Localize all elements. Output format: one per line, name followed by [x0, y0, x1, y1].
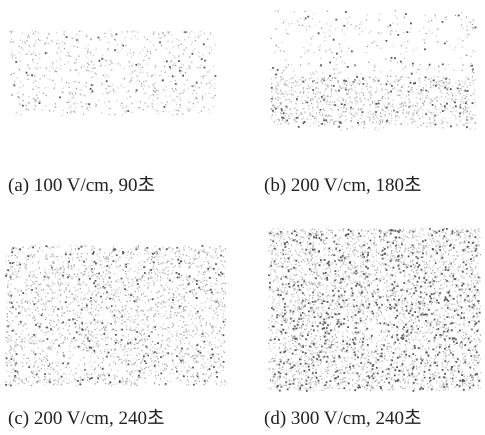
- speckle: [5, 245, 225, 387]
- speckle: [5, 245, 227, 387]
- speckle: [268, 228, 482, 391]
- speckle: [268, 228, 482, 392]
- caption: (a) 100 V/cm, 90초: [8, 175, 155, 196]
- speckle: [5, 245, 226, 387]
- speckle: [270, 10, 476, 131]
- speckle: [13, 31, 217, 112]
- caption: (c) 200 V/cm, 240초: [8, 408, 165, 429]
- caption: (b) 200 V/cm, 180초: [264, 175, 422, 196]
- speckle: [10, 30, 216, 116]
- caption: (d) 300 V/cm, 240초: [264, 408, 422, 429]
